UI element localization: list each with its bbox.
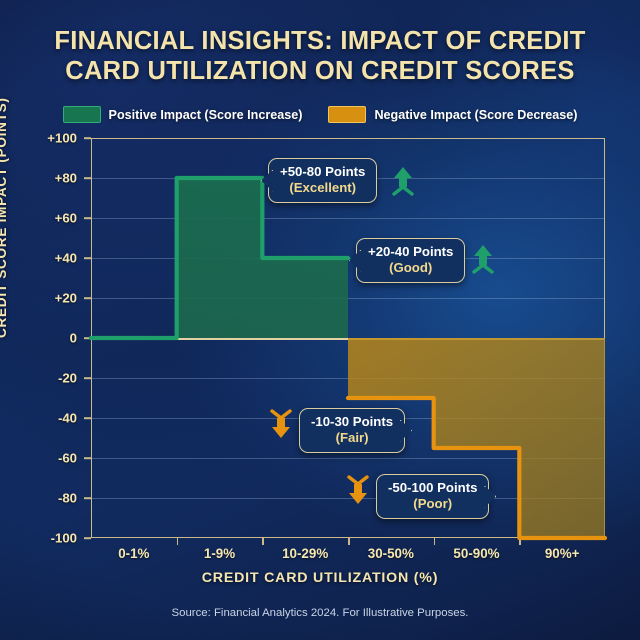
y-tick-mark: [84, 217, 91, 219]
callout-good: +20-40 Points (Good): [349, 238, 466, 283]
y-tick-mark: [84, 257, 91, 259]
legend-item-positive: Positive Impact (Score Increase): [62, 106, 303, 123]
callout-excellent-sub: (Excellent): [289, 180, 357, 195]
y-tick-label: -100: [50, 530, 77, 546]
y-tick-label: -40: [57, 410, 77, 426]
plot-area: [84, 137, 608, 545]
title-line-2: CARD UTILIZATION ON CREDIT SCORES: [65, 57, 575, 85]
x-tick-label-10-29-: 10-29%: [282, 546, 329, 561]
y-tick-label: +40: [54, 250, 77, 266]
callout-fair: -10-30 Points (Fair): [299, 408, 413, 453]
y-tick-label: +100: [47, 130, 77, 146]
y-tick-label: -20: [57, 370, 77, 386]
callout-good-main: +20-40 Points: [368, 244, 454, 259]
legend-swatch-negative-icon: [328, 106, 367, 123]
x-tick-mark: [176, 538, 179, 545]
y-tick-label: -80: [57, 490, 77, 506]
source-note: Source: Financial Analytics 2024. For Il…: [171, 607, 469, 619]
y-tick-label: +20: [54, 290, 77, 306]
x-tick-label-0-1-: 0-1%: [118, 546, 150, 561]
callout-excellent: +50-80 Points (Excellent): [261, 158, 378, 203]
y-tick-mark: [84, 417, 91, 419]
gridline: [91, 218, 605, 219]
y-tick-mark: [84, 337, 91, 339]
arrow-up-icon: [472, 245, 494, 274]
y-tick-mark: [84, 537, 91, 539]
title-line-1: FINANCIAL INSIGHTS: IMPACT OF CREDIT: [54, 27, 586, 55]
y-tick-label: 0: [69, 330, 77, 346]
callout-good-sub: (Good): [389, 260, 433, 275]
y-tick-mark: [84, 137, 91, 139]
y-tick-mark: [84, 177, 91, 179]
legend-label-positive: Positive Impact (Score Increase): [108, 107, 303, 122]
y-tick-label: +80: [54, 170, 77, 186]
callout-fair-sub: (Fair): [335, 430, 369, 445]
negative-area-fill: [348, 338, 605, 538]
negative-step-line: [345, 395, 608, 541]
y-tick-label: -60: [57, 450, 77, 466]
positive-area-fill: [91, 178, 348, 338]
x-axis-title: CREDIT CARD UTILIZATION (%): [201, 570, 439, 586]
x-tick-label-90-: 90%+: [544, 546, 580, 561]
x-tick-mark: [262, 538, 264, 545]
arrow-down-icon: [347, 475, 369, 504]
callout-fair-main: -10-30 Points: [311, 414, 394, 429]
arrow-up-icon: [392, 167, 414, 196]
legend-label-negative: Negative Impact (Score Decrease): [374, 107, 578, 122]
positive-step-line: [88, 175, 351, 341]
y-tick-label: +60: [54, 210, 77, 226]
y-tick-mark: [84, 297, 91, 299]
x-tick-mark: [519, 538, 521, 545]
legend-swatch-positive-icon: [62, 106, 101, 123]
y-tick-mark: [84, 377, 91, 379]
x-tick-label-1-9-: 1-9%: [203, 546, 236, 561]
y-axis-title: CREDIT SCORE IMPACT (POINTS): [0, 97, 9, 338]
step-area-series: [88, 175, 608, 541]
legend-item-negative: Negative Impact (Score Decrease): [328, 106, 577, 123]
gridline: [91, 458, 605, 459]
callout-poor-main: -50-100 Points: [388, 480, 478, 495]
x-tick-label-50-90-: 50-90%: [453, 546, 500, 561]
x-tick-mark: [348, 538, 350, 545]
x-tick-mark: [433, 538, 436, 545]
page-title: FINANCIAL INSIGHTS: IMPACT OF CREDIT CAR…: [0, 26, 640, 86]
callout-excellent-main: +50-80 Points: [280, 164, 366, 179]
chart-legend: Positive Impact (Score Increase) Negativ…: [0, 106, 640, 123]
y-tick-mark: [84, 457, 91, 459]
callout-poor: -50-100 Points (Poor): [376, 474, 497, 519]
callout-poor-sub: (Poor): [413, 496, 453, 511]
x-tick-label-30-50-: 30-50%: [367, 546, 414, 561]
arrow-down-icon: [270, 409, 292, 438]
y-tick-mark: [84, 497, 91, 499]
gridline: [91, 498, 605, 499]
